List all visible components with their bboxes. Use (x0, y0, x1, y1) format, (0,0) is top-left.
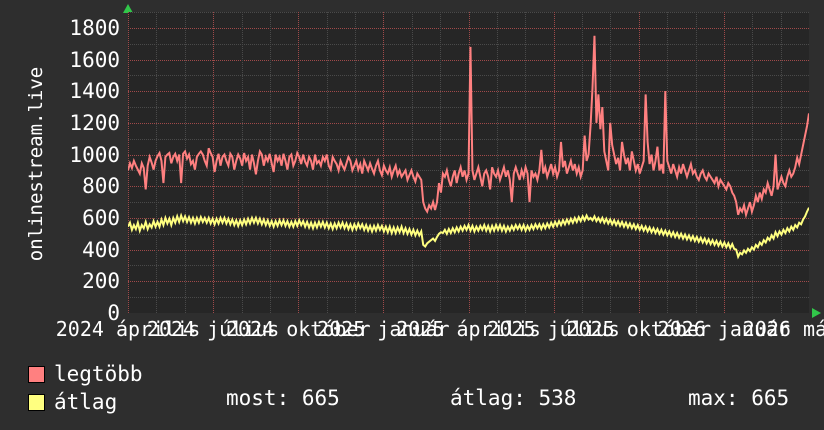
grid-line-vertical (298, 12, 300, 313)
grid-line-vertical-minor (440, 12, 442, 313)
grid-line-vertical-minor (269, 12, 271, 313)
grid-line-vertical-minor (184, 12, 186, 313)
stat-max: max: 665 (688, 386, 790, 410)
y-tick-label: 1400 (69, 79, 120, 104)
x-tick-label: 2024 október (226, 317, 371, 341)
series-line-átlag (128, 207, 809, 260)
grid-line-vertical-minor (411, 12, 413, 313)
y-tick-label: 200 (82, 269, 120, 294)
x-tick-label: 2025 július (487, 317, 620, 341)
legend-label-atlag: átlag (54, 389, 118, 414)
grid-line-vertical-minor (326, 12, 328, 313)
legend-swatch-legtobb (28, 365, 45, 383)
y-tick-label: 600 (82, 205, 120, 230)
y-tick-label: 1200 (69, 110, 120, 135)
x-tick-label: 2025 április (396, 317, 541, 341)
stat-atlag: átlag: 538 (450, 386, 577, 410)
x-tick-label: 2026 január (657, 317, 791, 341)
series-line-legtöbb (128, 35, 809, 219)
stat-most: most: 665 (226, 386, 340, 410)
grid-line-vertical (128, 12, 129, 313)
grid-line-vertical (383, 12, 385, 313)
x-tick-label: 2024 április (55, 317, 201, 341)
y-tick-label: 1600 (69, 47, 120, 72)
x-axis-tick-labels: 2024 április 2024 július 2024 október 2025 … (0, 318, 824, 342)
legend-item-legtobb[interactable]: legtöbb (28, 360, 143, 388)
y-tick-label: 0 (107, 301, 120, 325)
grid-line-vertical-minor (496, 12, 498, 313)
legend-label-legtobb: legtöbb (54, 361, 143, 386)
x-tick-label: 2025 október (566, 317, 712, 341)
chart-legend: legtöbb átlag most: 665 átlag: 538 max: … (28, 360, 824, 422)
y-tick-label: 1800 (69, 15, 120, 40)
y-axis-arrow-icon (123, 4, 133, 13)
grid-line-vertical (553, 12, 555, 313)
legend-item-atlag[interactable]: átlag (28, 388, 117, 416)
x-tick-label: 2024 július (146, 317, 280, 341)
x-tick-label-last: 2026 már 20 (742, 317, 824, 341)
y-tick-label: 800 (82, 174, 120, 199)
chart-lines (128, 35, 809, 260)
grid-line-vertical (638, 12, 640, 313)
grid-line-vertical-minor (695, 12, 697, 313)
y-tick-label: 400 (82, 237, 120, 262)
grid-line-vertical-minor (525, 12, 527, 313)
x-axis-arrow-icon (812, 308, 821, 318)
grid-line-vertical-minor (610, 12, 612, 313)
x-tick-label: 2025 január (317, 317, 450, 341)
grid-line-vertical-minor (156, 12, 158, 313)
grid-line-vertical (723, 12, 725, 313)
legend-swatch-atlag (28, 393, 45, 411)
y-axis-tick-labels: 0 200 400 600 800 1000 1200 1400 1600 1800 (28, 0, 120, 430)
grid-line-vertical-minor (752, 12, 754, 313)
grid-line-vertical-minor (780, 12, 782, 313)
y-tick-label: 1000 (69, 142, 120, 167)
plot-area[interactable] (128, 12, 809, 313)
